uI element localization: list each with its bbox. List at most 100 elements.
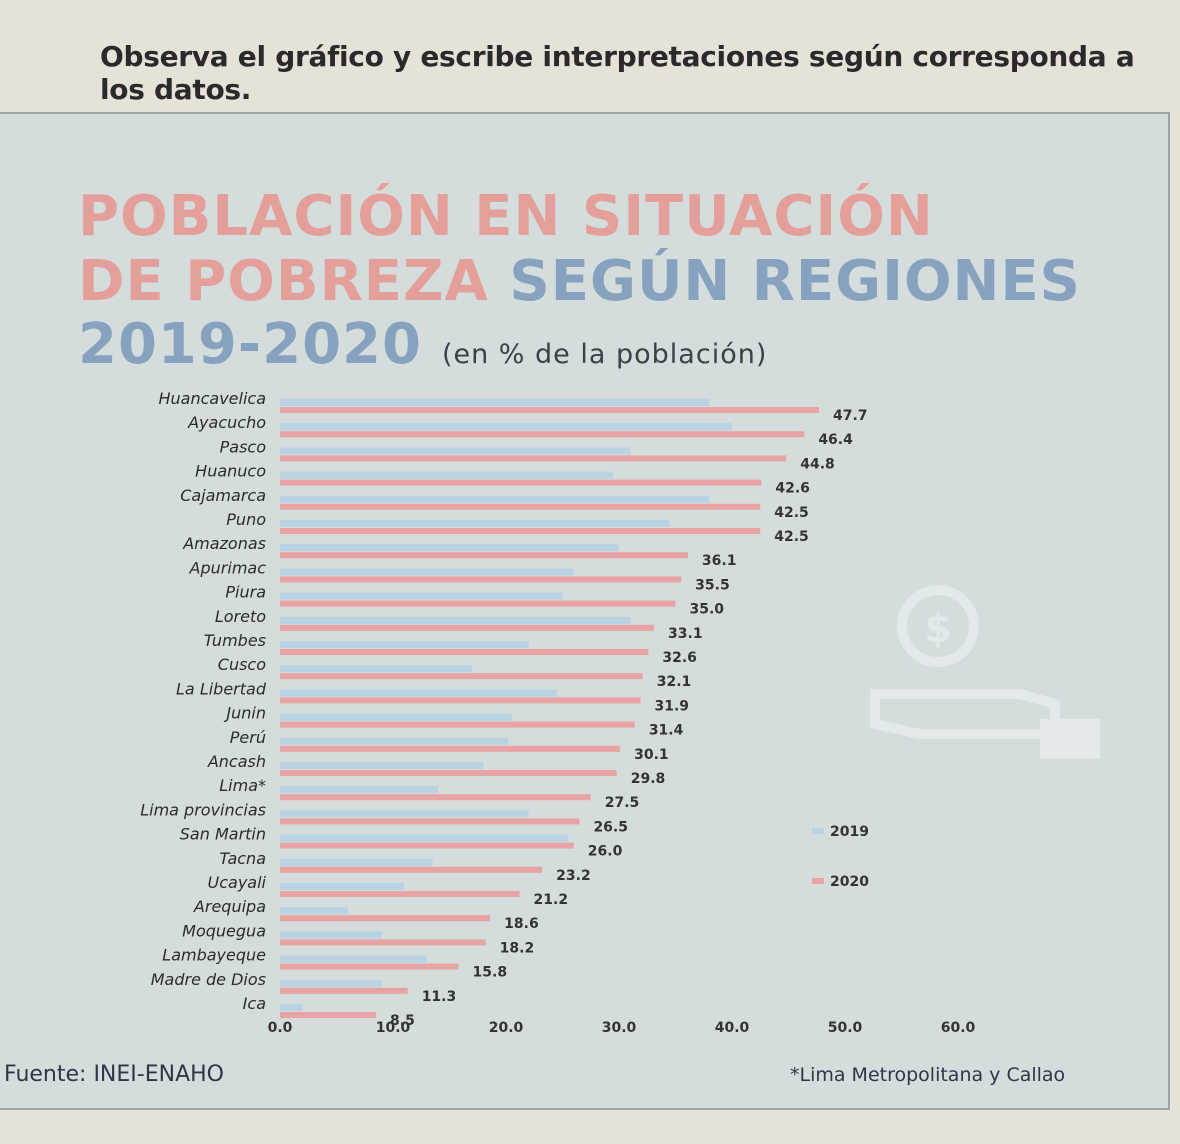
x-tick-label: 10.0 (376, 1020, 411, 1036)
bar-2019-loreto (280, 616, 631, 624)
category-label: La Libertad (176, 679, 267, 698)
data-label: 36.1 (702, 553, 737, 569)
data-label: 42.5 (774, 529, 809, 545)
bar-2020-puno (280, 528, 761, 534)
data-label: 31.9 (654, 698, 689, 714)
bar-2019-puno (280, 520, 670, 527)
bar-2019-amazonas (280, 544, 619, 552)
data-label: 35.5 (695, 577, 730, 593)
category-label: Cajamarca (180, 486, 266, 505)
bar-2019-lima (280, 786, 439, 794)
bar-2020-lima (280, 794, 591, 801)
category-label: Puno (226, 510, 266, 529)
bar-2020-piura (280, 600, 676, 607)
bar-2020-junin (280, 721, 635, 728)
bar-2020-ucayali (280, 891, 520, 897)
x-tick-label: 40.0 (715, 1020, 750, 1036)
bar-2019-lima-provincias (280, 810, 529, 818)
bar-2019-la-libertad (280, 689, 557, 697)
data-label: 26.5 (593, 819, 628, 835)
bar-2020-amazonas (280, 552, 688, 559)
x-tick-label: 50.0 (828, 1020, 863, 1036)
data-label: 11.3 (422, 989, 457, 1005)
bar-2019-huancavelica (280, 399, 710, 406)
bar-2019-ayacucho (280, 423, 732, 431)
x-tick-label: 0.0 (268, 1020, 293, 1036)
bar-2019-junin (280, 713, 512, 721)
category-label: Moquegua (182, 921, 266, 940)
data-label: 18.2 (500, 940, 535, 956)
bar-2019-huanuco (280, 471, 614, 479)
bar-2019-ucayali (280, 883, 405, 890)
bar-2019-tumbes (280, 641, 529, 648)
data-label: 27.5 (605, 795, 640, 811)
bar-2019-tacna (280, 858, 433, 866)
bar-2020-la-libertad (280, 697, 641, 704)
bar-2020-san-martin (280, 842, 574, 849)
data-label: 44.8 (800, 456, 835, 472)
category-label: Amazonas (182, 534, 266, 553)
data-label: 30.1 (634, 747, 669, 763)
bar-2019-cusco (280, 665, 473, 673)
category-label: Pasco (220, 437, 267, 456)
bar-2020-tacna (280, 866, 543, 873)
category-label: Tacna (219, 849, 266, 868)
category-label: Huanuco (195, 462, 266, 481)
category-label: Apurimac (189, 558, 267, 577)
category-label: Perú (230, 728, 266, 747)
title-line-3: 2019-2020 (en % de la población) (78, 312, 767, 377)
category-label: Cusco (218, 655, 266, 674)
category-label: Loreto (215, 607, 266, 626)
category-label: Arequipa (193, 897, 266, 916)
title-line-1: POBLACIÓN EN SITUACIÓN (78, 184, 934, 249)
bar-2020-tumbes (280, 649, 649, 655)
category-label: Lima provincias (140, 800, 266, 819)
bar-2020-cusco (280, 673, 643, 680)
bar-2020-cajamarca (280, 503, 761, 510)
category-label: Lambayeque (162, 946, 266, 965)
bar-2019-san-martin (280, 834, 569, 842)
bar-2019-lambayeque (280, 955, 427, 963)
data-label: 8.5 (390, 1013, 415, 1029)
title-years: 2019-2020 (78, 312, 422, 377)
infographic-panel: POBLACIÓN EN SITUACIÓN DE POBREZA SEGÚN … (0, 112, 1170, 1110)
category-label: San Martin (180, 825, 266, 844)
category-label: Madre de Dios (151, 970, 266, 989)
category-label: Tumbes (204, 631, 266, 650)
money-hand-icon: $ (870, 585, 1100, 759)
legend-swatch-2019 (812, 828, 824, 834)
legend-label-2019: 2019 (830, 824, 869, 840)
category-label: Piura (225, 583, 266, 602)
data-label: 23.2 (556, 868, 591, 884)
title-blue-part: SEGÚN REGIONES (509, 249, 1082, 314)
instruction-text: Observa el gráfico y escribe interpretac… (100, 40, 1135, 106)
data-label: 32.1 (657, 674, 692, 690)
x-tick-label: 60.0 (941, 1020, 976, 1036)
category-label: Junin (223, 704, 266, 723)
category-label: Ancash (207, 752, 266, 771)
title-unit: (en % de la población) (441, 339, 768, 370)
data-label: 31.4 (649, 723, 684, 739)
bar-chart: Huancavelica 47.7 Ayacucho 46.4 Pasco 44.8 Hua… (140, 389, 976, 1036)
legend-swatch-2020 (812, 878, 824, 884)
data-label: 35.0 (690, 602, 725, 618)
data-label: 33.1 (668, 626, 703, 642)
bar-2020-arequipa (280, 915, 491, 922)
bar-2019-pasco (280, 447, 631, 455)
footnote-text: *Lima Metropolitana y Callao (790, 1064, 1066, 1086)
data-label: 26.0 (588, 844, 623, 860)
bar-2020-ica (280, 1012, 377, 1018)
title-pink-part: DE POBREZA (78, 249, 489, 314)
bar-2019-per (280, 737, 509, 745)
category-label: Ucayali (208, 873, 267, 892)
bar-2020-lambayeque (280, 963, 459, 970)
data-label: 29.8 (631, 771, 666, 787)
bar-2020-loreto (280, 624, 655, 631)
data-label: 18.6 (504, 916, 539, 932)
svg-text:$: $ (924, 606, 952, 652)
data-label: 47.7 (833, 408, 868, 424)
x-tick-label: 30.0 (602, 1020, 637, 1036)
bar-2020-ancash (280, 770, 617, 776)
data-label: 42.6 (775, 481, 810, 497)
x-tick-label: 20.0 (489, 1020, 524, 1036)
